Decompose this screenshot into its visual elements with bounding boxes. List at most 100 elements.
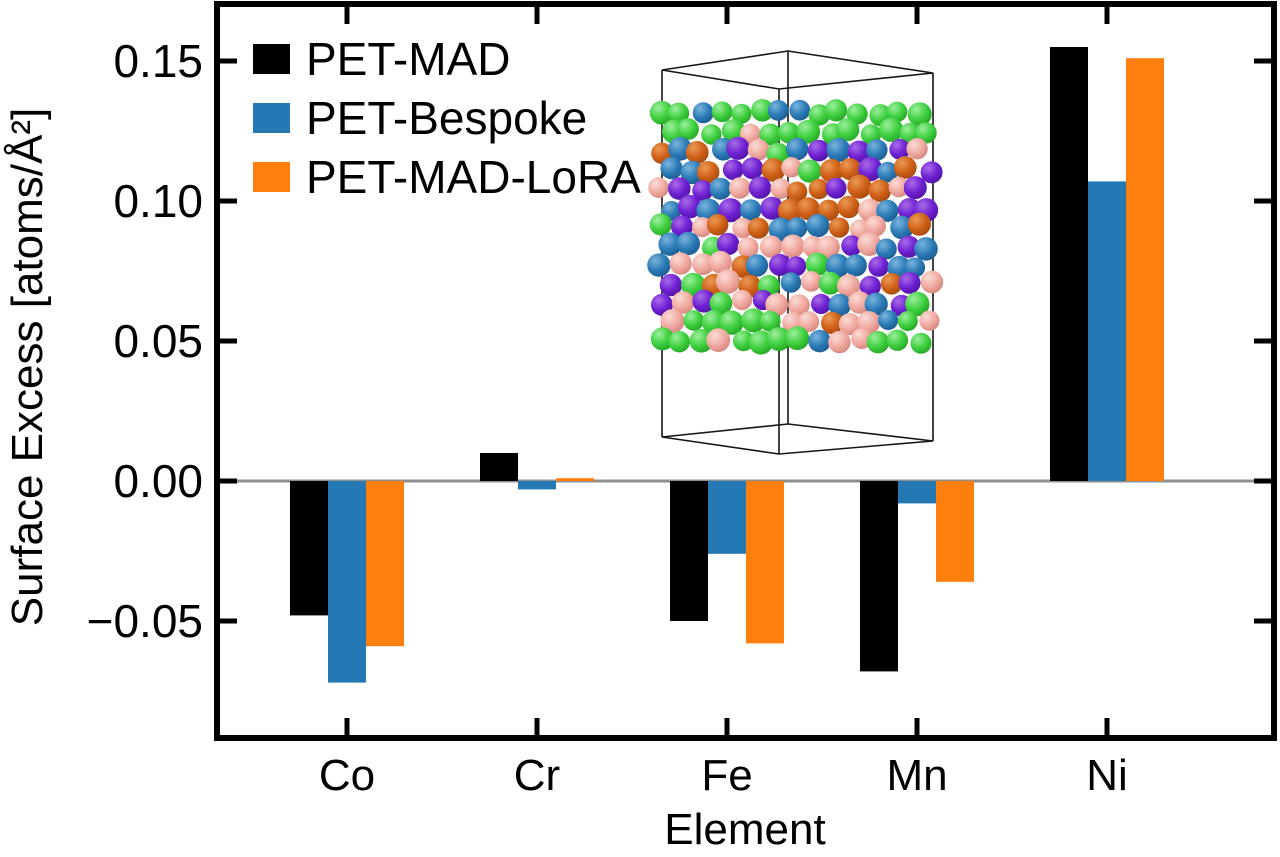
atom xyxy=(880,273,903,295)
atom xyxy=(658,232,682,256)
y-tick-label: 0.05 xyxy=(113,315,203,367)
atom xyxy=(677,118,699,140)
atom xyxy=(777,198,803,223)
atom xyxy=(889,138,911,160)
atom xyxy=(847,140,871,163)
atom xyxy=(786,256,807,277)
atom xyxy=(897,311,918,331)
atom xyxy=(838,313,861,336)
atom xyxy=(828,293,852,317)
bar-pet-mad-cr xyxy=(480,453,518,481)
atom xyxy=(805,252,829,276)
bar-pet-bespoke-cr xyxy=(518,481,556,490)
x-tick-label-co: Co xyxy=(319,751,375,800)
bar-pet-mad-lora-cr xyxy=(556,478,594,481)
atom xyxy=(806,214,830,238)
atom xyxy=(825,253,850,278)
atom xyxy=(709,291,733,315)
bar-pet-bespoke-fe xyxy=(708,481,746,554)
atom xyxy=(692,102,714,124)
bar-pet-mad-ni xyxy=(1050,47,1088,481)
atom xyxy=(740,199,762,221)
atom xyxy=(907,102,932,127)
atom xyxy=(876,199,899,222)
bar-pet-mad-lora-mn xyxy=(936,481,974,582)
bar-pet-bespoke-mn xyxy=(898,481,936,504)
axis-ticks xyxy=(220,7,1271,735)
y-axis-label: Surface Excess [atoms/Å²] xyxy=(3,108,52,626)
atom xyxy=(689,329,714,353)
atom xyxy=(824,99,848,122)
atom xyxy=(858,157,883,182)
atom xyxy=(888,176,909,198)
atom xyxy=(706,328,731,352)
atom xyxy=(709,177,732,200)
atom xyxy=(800,271,822,292)
atom xyxy=(747,217,770,239)
atom xyxy=(671,291,695,314)
atom xyxy=(780,272,802,293)
atom xyxy=(650,327,675,351)
atom xyxy=(733,330,754,352)
atom xyxy=(915,122,937,144)
atom xyxy=(808,178,830,200)
atom xyxy=(667,102,690,124)
atom xyxy=(701,124,722,145)
atom xyxy=(826,138,851,162)
atom xyxy=(907,212,932,236)
atom xyxy=(868,179,892,202)
atom xyxy=(660,157,683,180)
atom xyxy=(647,253,671,277)
atom xyxy=(808,329,831,353)
legend-label-pet-bespoke: PET-Bespoke xyxy=(306,92,587,144)
atom xyxy=(759,310,781,332)
atom xyxy=(808,104,830,126)
atom xyxy=(701,309,727,335)
atom xyxy=(768,253,791,276)
atom xyxy=(721,119,746,143)
atom xyxy=(711,101,733,123)
atom xyxy=(919,310,940,331)
atom xyxy=(920,270,944,294)
atom xyxy=(747,139,770,161)
atom xyxy=(748,330,773,355)
atom xyxy=(760,196,784,220)
atom xyxy=(828,330,851,354)
y-tick-label: 0.00 xyxy=(113,455,203,507)
atom xyxy=(669,252,692,275)
atom xyxy=(848,291,871,314)
atom xyxy=(649,100,674,125)
atom xyxy=(778,121,800,144)
atom xyxy=(648,177,669,198)
x-tick-label-fe: Fe xyxy=(701,751,752,800)
atom xyxy=(785,326,810,351)
atom xyxy=(914,237,938,261)
atom xyxy=(920,161,943,184)
atom xyxy=(692,289,716,313)
atom xyxy=(859,275,881,297)
atom xyxy=(767,100,789,121)
atom xyxy=(685,141,709,164)
atom xyxy=(866,331,890,354)
atom xyxy=(683,310,704,331)
atom xyxy=(668,177,691,200)
atom xyxy=(837,195,860,219)
atom xyxy=(786,137,809,161)
bar-pet-mad-mn xyxy=(860,481,898,672)
bar-pet-mad-lora-co xyxy=(366,481,404,647)
atom xyxy=(825,177,847,199)
x-axis-label: Element xyxy=(664,805,825,852)
atom xyxy=(781,234,805,258)
legend-swatch-pet-bespoke xyxy=(253,103,290,133)
atom xyxy=(818,271,842,295)
legend-swatch-pet-mad xyxy=(253,44,290,74)
atom xyxy=(886,329,909,351)
legend-label-pet-mad-lora: PET-MAD-LoRA xyxy=(306,151,641,203)
x-tick-label-cr: Cr xyxy=(514,751,560,800)
bar-pet-mad-co xyxy=(290,481,328,616)
atom xyxy=(722,159,744,180)
atom xyxy=(716,232,740,256)
atom xyxy=(906,138,928,160)
